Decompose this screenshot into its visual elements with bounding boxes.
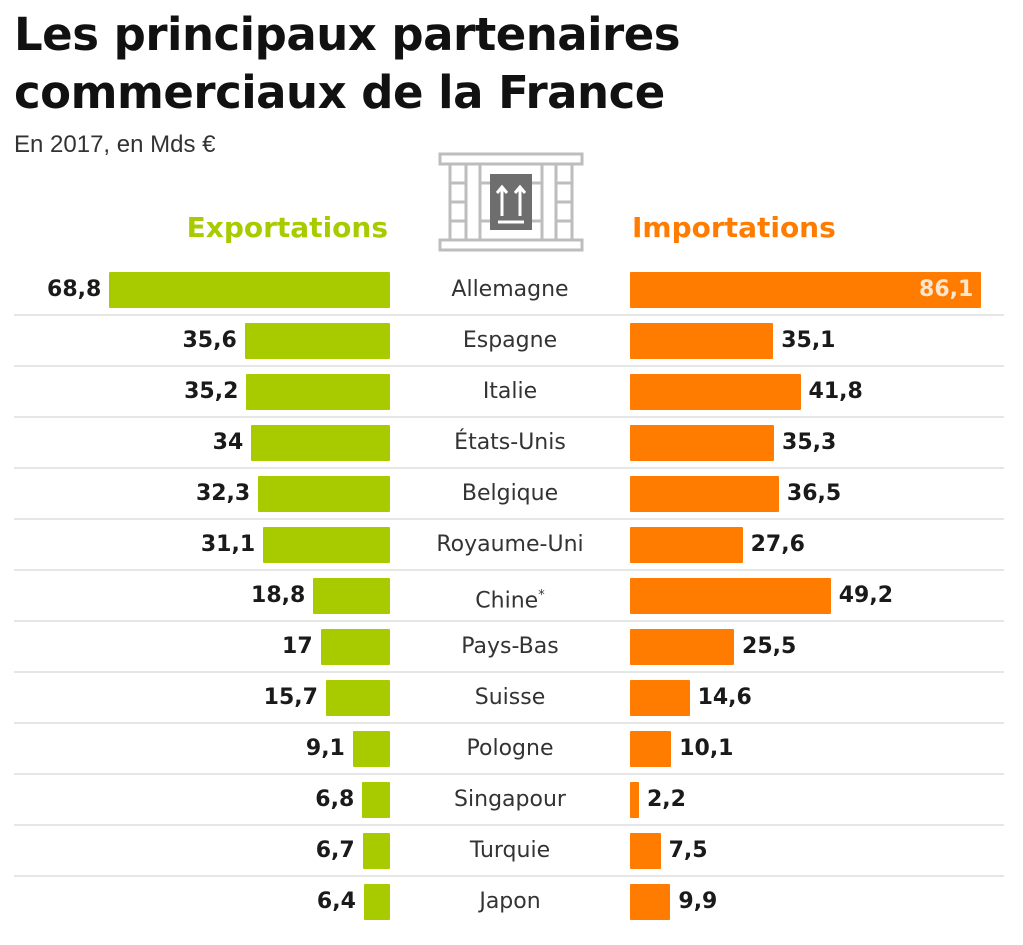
export-value-label: 6,8 <box>315 787 355 812</box>
import-bar <box>630 527 743 563</box>
row-separator <box>14 824 1004 826</box>
chart-row: 34 États-Unis 35,3 <box>0 425 1023 476</box>
export-value-label: 35,6 <box>182 328 237 353</box>
shipping-crate-icon <box>438 152 584 252</box>
chart-title: Les principaux partenaires commerciaux de… <box>14 6 681 122</box>
country-label: Chine* <box>475 588 545 614</box>
export-value-label: 6,4 <box>316 889 356 914</box>
row-separator <box>14 620 1004 622</box>
export-value-label: 34 <box>212 430 244 455</box>
import-value-label: 35,1 <box>781 328 836 353</box>
country-label: Turquie <box>469 838 551 863</box>
import-value-label: 14,6 <box>697 685 752 710</box>
import-bar <box>630 731 672 767</box>
legend-exportations: Exportations <box>186 211 388 244</box>
export-bar <box>325 680 390 716</box>
country-label: Allemagne <box>451 277 569 302</box>
import-value-label: 7,5 <box>668 838 708 863</box>
chart-row: 68,8 Allemagne 86,1 <box>0 272 1023 323</box>
import-value-label: 36,5 <box>786 481 842 506</box>
export-bar <box>263 527 390 563</box>
row-separator <box>14 671 1004 673</box>
chart-row: 15,7 Suisse 14,6 <box>0 680 1023 731</box>
chart-row: 17 Pays-Bas 25,5 <box>0 629 1023 680</box>
import-value-label: 41,8 <box>808 379 863 404</box>
row-separator <box>14 416 1004 418</box>
country-label: Japon <box>479 889 541 914</box>
import-value-label: 2,2 <box>646 787 686 812</box>
title-line-2: commerciaux de la France <box>14 66 665 119</box>
row-separator <box>14 875 1004 877</box>
import-bar <box>630 272 982 308</box>
country-label: Royaume-Uni <box>436 532 584 557</box>
row-separator <box>14 722 1004 724</box>
export-bar <box>109 272 390 308</box>
country-label: Belgique <box>461 481 559 506</box>
country-label: Pologne <box>466 736 554 761</box>
import-bar <box>630 476 779 512</box>
import-bar <box>630 425 775 461</box>
export-value-label: 68,8 <box>47 277 102 302</box>
import-bar <box>630 629 735 665</box>
import-value-label: 27,6 <box>750 532 805 557</box>
chart-row: 35,6 Espagne 35,1 <box>0 323 1023 374</box>
export-bar <box>244 323 390 359</box>
row-separator <box>14 773 1004 775</box>
chart-row: 6,8 Singapour 2,2 <box>0 782 1023 833</box>
import-value-label: 25,5 <box>742 634 797 659</box>
row-separator <box>14 314 1004 316</box>
chart-row: 31,1 Royaume-Uni 27,6 <box>0 527 1023 578</box>
export-bar <box>246 374 390 410</box>
export-bar <box>362 782 390 818</box>
chart-row: 9,1 Pologne 10,1 <box>0 731 1023 782</box>
import-value-label: 86,1 <box>919 277 974 302</box>
import-bar <box>630 578 831 614</box>
row-separator <box>14 518 1004 520</box>
country-label: États-Unis <box>454 430 566 455</box>
country-label: Espagne <box>462 328 558 353</box>
row-separator <box>14 569 1004 571</box>
import-bar <box>630 374 801 410</box>
export-value-label: 6,7 <box>315 838 355 863</box>
export-bar <box>251 425 390 461</box>
export-value-label: 18,8 <box>251 583 306 608</box>
country-label: Singapour <box>454 787 566 812</box>
export-bar <box>352 731 390 767</box>
export-bar <box>362 833 390 869</box>
export-value-label: 31,1 <box>200 532 256 557</box>
import-bar <box>630 833 661 869</box>
export-value-label: 35,2 <box>184 379 239 404</box>
import-value-label: 9,9 <box>678 889 718 914</box>
chart-row: 35,2 Italie 41,8 <box>0 374 1023 425</box>
import-bar <box>630 680 690 716</box>
chart-row: 6,4 Japon 9,9 <box>0 884 1023 935</box>
import-value-label: 10,1 <box>679 736 734 761</box>
export-value-label: 17 <box>282 634 313 659</box>
title-line-1: Les principaux partenaires <box>14 8 681 61</box>
import-bar <box>630 323 774 359</box>
row-separator <box>14 365 1004 367</box>
export-value-label: 32,3 <box>195 481 251 506</box>
import-value-label: 35,3 <box>782 430 837 455</box>
chart-subtitle: En 2017, en Mds € <box>14 131 216 158</box>
row-separator <box>14 467 1004 469</box>
export-bar <box>320 629 390 665</box>
legend-importations: Importations <box>632 211 836 244</box>
chart-row: 18,8 Chine* 49,2 <box>0 578 1023 629</box>
import-bar <box>630 884 671 920</box>
export-bar <box>258 476 390 512</box>
country-label: Pays-Bas <box>461 634 559 659</box>
country-label: Italie <box>482 379 538 404</box>
chart-row: 32,3 Belgique 36,5 <box>0 476 1023 527</box>
country-label: Suisse <box>474 685 546 710</box>
chart-row: 6,7 Turquie 7,5 <box>0 833 1023 884</box>
export-bar <box>363 884 390 920</box>
import-bar <box>630 782 639 818</box>
import-value-label: 49,2 <box>838 583 894 608</box>
export-bar <box>313 578 390 614</box>
export-value-label: 15,7 <box>263 685 318 710</box>
export-value-label: 9,1 <box>305 736 345 761</box>
